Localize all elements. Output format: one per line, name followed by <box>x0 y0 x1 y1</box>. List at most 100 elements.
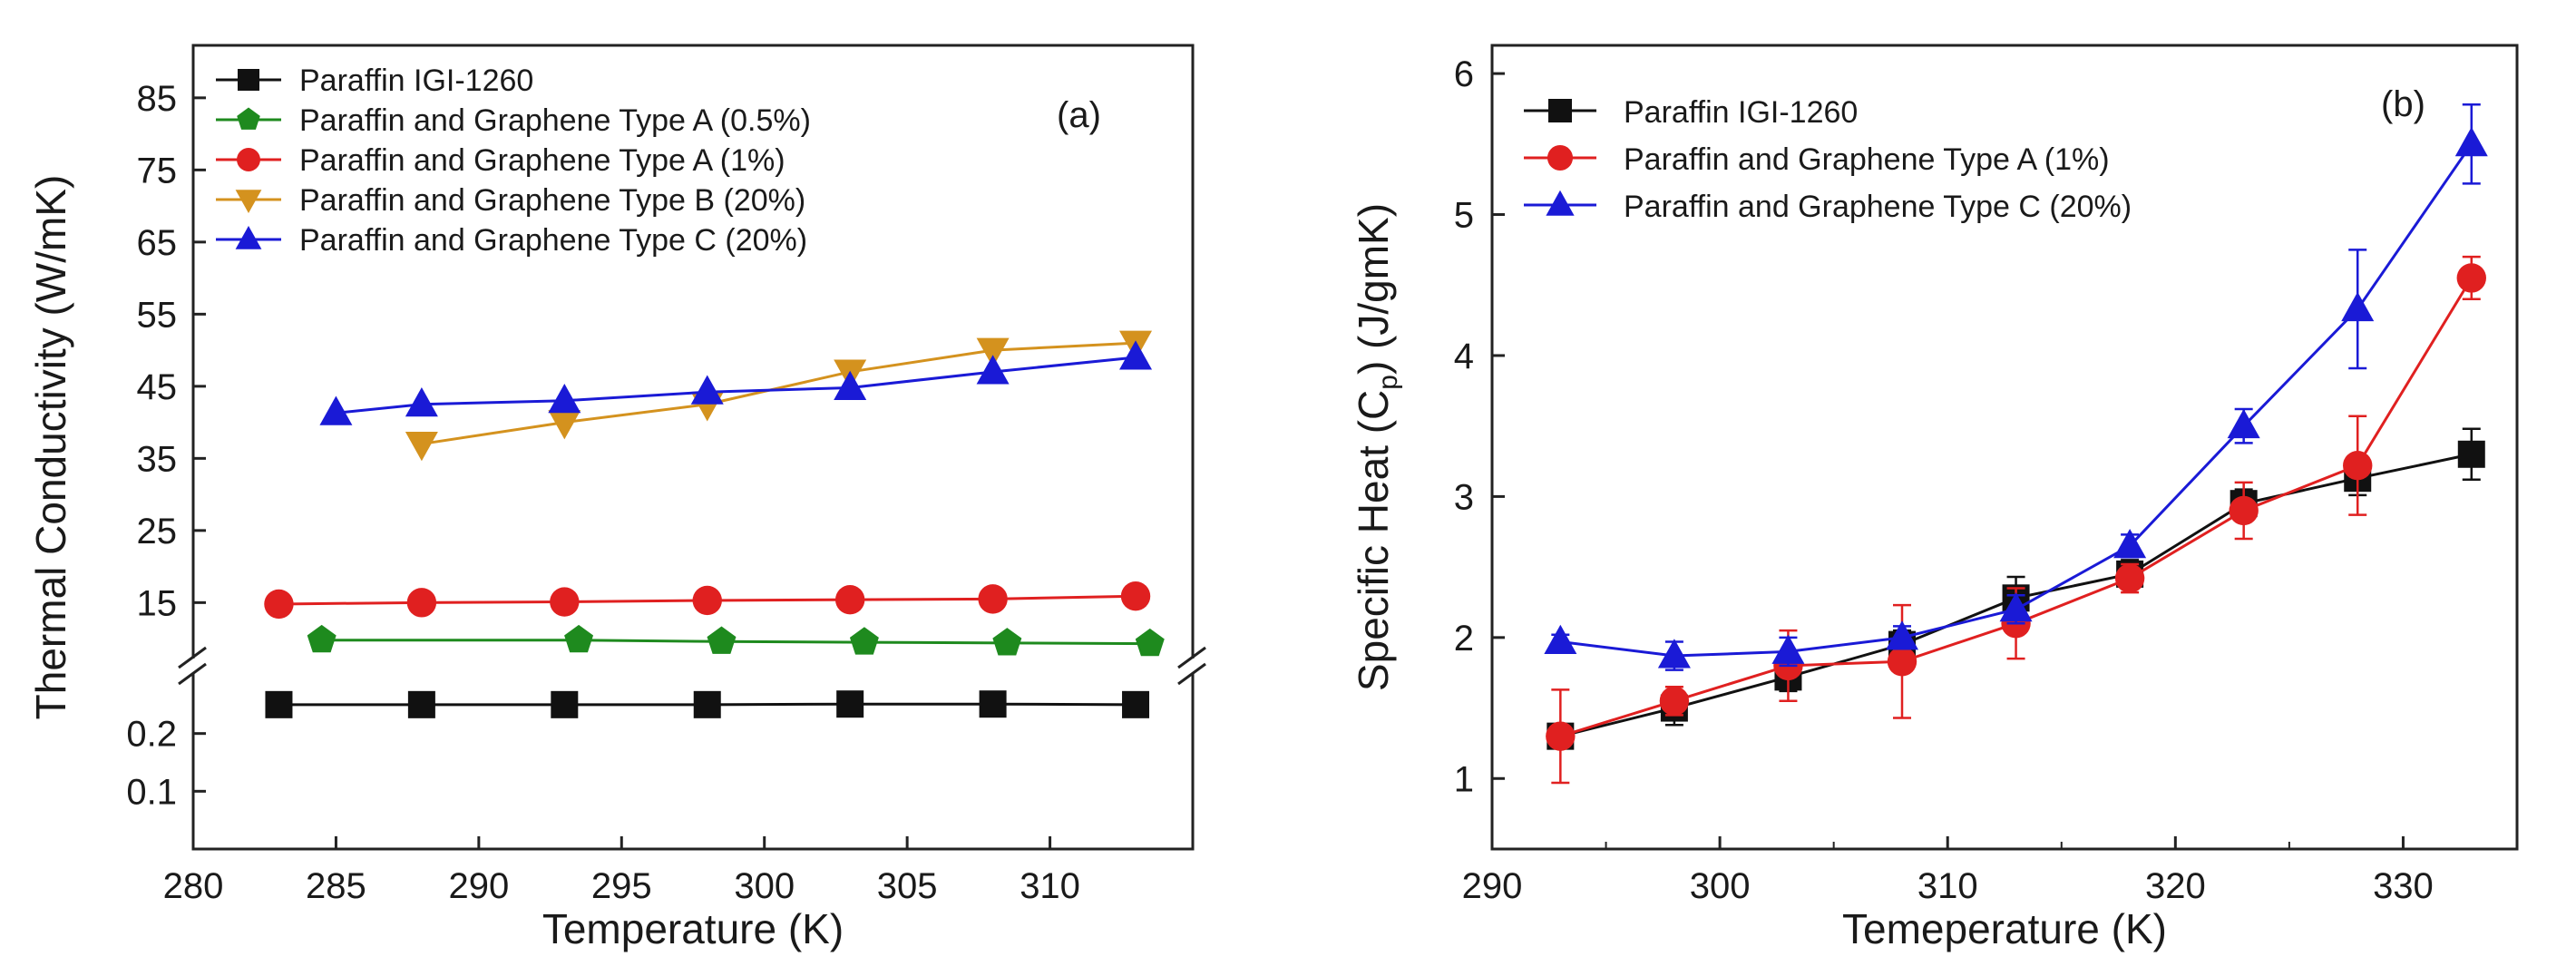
panel-b-series-1-point <box>2343 451 2373 481</box>
panel-a-x-tick-label: 300 <box>734 866 795 906</box>
panel-a-series-4-point <box>548 384 581 414</box>
panel-a-series-4-point <box>405 386 438 417</box>
panel-b-legend-label: Paraffin IGI-1260 <box>1624 95 1858 130</box>
panel-b-x-tick-label: 290 <box>1462 866 1523 906</box>
panel-a-series-1-line <box>321 639 1150 646</box>
panel-a-x-tick-label: 295 <box>591 866 652 906</box>
panel-a-axis-break-gap-left <box>188 659 199 673</box>
panel-a-x-tick-label: 290 <box>448 866 509 906</box>
panel-b-y-tick-label: 3 <box>1454 477 1474 517</box>
panel-a-series-4-point <box>834 370 867 400</box>
panel-b-series-2-point <box>1544 624 1577 655</box>
panel-a-x-tick-label: 305 <box>877 866 938 906</box>
panel-a-series-2-point <box>978 584 1008 614</box>
panel-b-series-2-point <box>1999 592 2033 622</box>
panel-b-legend-label: Paraffin and Graphene Type C (20%) <box>1624 190 2132 224</box>
panel-a-series-0-point <box>265 690 293 718</box>
panel-a-legend-marker <box>237 107 260 130</box>
panel-a-y-tick-label: 0.1 <box>126 772 177 812</box>
panel-b-y-axis-title-tail: ) (J/gmK) <box>1350 203 1397 375</box>
panel-a-axis-break-mark <box>1177 646 1206 669</box>
panel-a-series-4-point <box>319 395 353 425</box>
panel-b-label: (b) <box>2381 84 2425 124</box>
panel-a-legend-marker <box>237 148 260 171</box>
panel-a-series-4-point <box>1119 340 1153 370</box>
panel-a-series-4-line <box>336 356 1137 415</box>
panel-a-legend-label: Paraffin and Graphene Type A (0.5%) <box>299 103 811 138</box>
panel-a-series-2-point <box>834 584 865 615</box>
panel-a-x-tick-label: 310 <box>1020 866 1080 906</box>
panel-b-series-2-point <box>2454 127 2488 157</box>
panel-a-y-tick-label: 55 <box>137 295 178 335</box>
panel-a-legend-label: Paraffin IGI-1260 <box>299 63 533 98</box>
panel-b-legend-marker <box>1548 99 1572 122</box>
panel-a-series-0-point <box>1122 690 1150 718</box>
panel-a-y-tick-label: 85 <box>137 79 178 119</box>
panel-b-series-2-point <box>1771 634 1805 664</box>
panel-a-legend-label: Paraffin and Graphene Type C (20%) <box>299 223 807 258</box>
panel-a-y-axis-title: Thermal Conductivity (W/mK) <box>27 175 74 720</box>
panel-b-series-1-point <box>2229 495 2259 526</box>
panel-a-series-2-point <box>550 587 580 617</box>
panel-a-series-3-point <box>405 431 438 462</box>
panel-a-series-4-point <box>690 375 724 405</box>
panel-a-series-1-point <box>992 628 1022 656</box>
panel-b-y-axis-title: Specific Heat (Cp) (J/gmK) <box>1350 203 1403 691</box>
panel-a-y-tick-label: 35 <box>137 439 178 479</box>
panel-a-series-3-point <box>548 410 581 440</box>
panel-b-y-tick-label: 1 <box>1454 759 1474 799</box>
panel-a-series-0-point <box>979 690 1007 718</box>
panel-a-y-tick-label: 75 <box>137 151 178 190</box>
panel-a-y-tick-label: 25 <box>137 512 178 551</box>
panel-b-series-2-point <box>2341 291 2375 322</box>
panel-b-series-2-point <box>2113 529 2147 559</box>
panel-a-series-2-point <box>692 585 722 616</box>
panel-b-series-1-point <box>2456 263 2486 293</box>
panel-a-x-tick-label: 280 <box>163 866 224 906</box>
panel-b-legend-marker <box>1546 190 1575 216</box>
panel-b-y-axis-title-main: Specific Heat (C <box>1350 390 1397 691</box>
panel-b-x-tick-label: 330 <box>2373 866 2434 906</box>
panel-a-axis-break-mark <box>178 662 207 686</box>
panel-b-x-axis-title: Temeperature (K) <box>1842 905 2167 952</box>
panel-a-axis-break-mark <box>1177 662 1206 686</box>
panel-a-series-0-point <box>693 690 721 718</box>
panel-a-legend-label: Paraffin and Graphene Type A (1%) <box>299 143 785 178</box>
panel-a-y-tick-label: 45 <box>137 367 178 407</box>
panel-b-series-1-point <box>1659 686 1690 716</box>
panel-b-y-tick-label: 4 <box>1454 337 1474 376</box>
panel-b-series-2-point <box>2227 408 2260 439</box>
panel-b-series-0-point <box>2457 440 2485 468</box>
panel-b-frame <box>1490 44 2519 851</box>
panel-a-series-4-point <box>976 355 1010 385</box>
panel-b-series-1-point <box>1546 721 1576 751</box>
panel-b-x-tick-label: 310 <box>1917 866 1978 906</box>
panel-a-series-0-point <box>551 690 579 718</box>
panel-a-axis-break-gap-right <box>1187 659 1198 673</box>
panel-a-series-1-point <box>1135 628 1165 657</box>
panel-b-series-2-point <box>1657 639 1691 669</box>
panel-a-frame <box>191 44 1195 851</box>
panel-b-x-tick-label: 300 <box>1690 866 1751 906</box>
panel-a-series-2-point <box>264 589 294 620</box>
panel-a-series-0-point <box>836 690 864 718</box>
panel-a-series-1-point <box>849 627 879 655</box>
panel-a-legend-marker <box>235 190 262 213</box>
panel-b-y-tick-label: 6 <box>1454 54 1474 94</box>
panel-a-series-2-point <box>406 588 437 618</box>
panel-a-series-3-point <box>976 337 1010 367</box>
panel-a-x-tick-label: 285 <box>306 866 366 906</box>
panel-b-y-axis-title-sub: p <box>1373 375 1403 390</box>
panel-a-series-2-point <box>1120 581 1151 611</box>
panel-a-legend-marker <box>235 226 262 249</box>
panel-b-series-1-point <box>2114 563 2145 593</box>
panel-b-series-2-point <box>1886 620 1918 650</box>
panel-b-series-1-line <box>1559 277 2474 738</box>
panel-a-y-tick-label: 65 <box>137 223 178 263</box>
panel-a-legend-label: Paraffin and Graphene Type B (20%) <box>299 183 805 218</box>
panel-b-series-1-point <box>1887 647 1917 677</box>
panel-a-series-1-point <box>564 624 594 653</box>
panel-a-y-tick-label: 15 <box>137 583 178 623</box>
panel-b-y-tick-label: 2 <box>1454 619 1474 659</box>
